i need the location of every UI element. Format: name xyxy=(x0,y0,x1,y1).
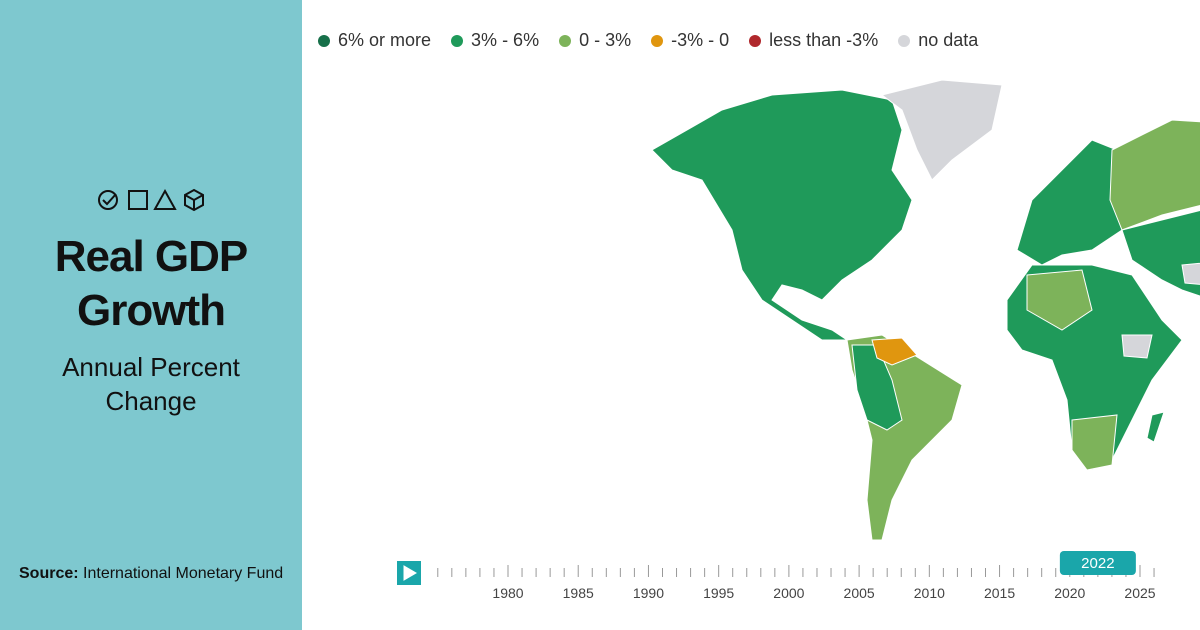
country-region[interactable] xyxy=(1071,414,1118,471)
year-label: 1995 xyxy=(703,585,734,601)
legend-dot xyxy=(451,34,464,47)
country-region[interactable] xyxy=(1016,139,1123,266)
year-label: 2000 xyxy=(773,585,804,601)
source-label: Source: xyxy=(19,565,79,582)
year-label: 1980 xyxy=(492,585,523,601)
legend-label: 6% or more xyxy=(338,30,432,50)
country-region[interactable] xyxy=(1109,115,1200,231)
source-text: International Monetary Fund xyxy=(83,565,284,582)
legend-label: no data xyxy=(918,30,979,50)
country-region[interactable] xyxy=(1026,269,1093,331)
selected-year-badge[interactable] xyxy=(1059,551,1136,575)
country-region[interactable] xyxy=(871,337,918,366)
play-icon xyxy=(403,565,417,581)
year-label: 2025 xyxy=(1124,585,1155,601)
year-label: 2020 xyxy=(1054,585,1085,601)
world-map: 1980 1985 1990 1995 2000 2005 2010 2015 2020 2025… xyxy=(397,79,1200,601)
legend-label: 3% - 6% xyxy=(471,30,540,50)
country-region[interactable] xyxy=(1121,334,1153,359)
year-label: 1990 xyxy=(633,585,664,601)
legend-dot xyxy=(559,34,572,47)
year-label: 2005 xyxy=(844,585,875,601)
legend-label: less than -3% xyxy=(769,30,879,50)
legend-item: less than -3% xyxy=(749,30,878,51)
legend-item: -3% - 0 xyxy=(651,30,729,51)
title: Real GDP Growth xyxy=(54,232,249,335)
country-region[interactable] xyxy=(1121,205,1200,340)
country-region[interactable] xyxy=(1181,262,1200,285)
legend-item: no data xyxy=(898,30,978,51)
legend-item: 0 - 3% xyxy=(559,30,631,51)
legend-dot xyxy=(318,34,330,47)
selected-year: 2022 xyxy=(1081,555,1114,572)
legend: 6% or more 3% - 6% 0 - 3% -3% - 0 less than … xyxy=(318,30,998,51)
legend-label: -3% - 0 xyxy=(671,30,730,50)
legend-dot xyxy=(898,34,911,47)
legend-item: 3% - 6% xyxy=(451,30,539,51)
country-region[interactable] xyxy=(880,79,1003,181)
year-label: 2015 xyxy=(984,585,1015,601)
source: Source: International Monetary Fund xyxy=(19,565,283,583)
legend-item: 6% or more xyxy=(318,30,431,51)
country-region[interactable] xyxy=(651,89,913,341)
icons xyxy=(98,188,204,212)
subtitle: Annual Percent Change xyxy=(62,352,240,416)
year-label: 2010 xyxy=(914,585,945,601)
country-region[interactable] xyxy=(1146,411,1165,443)
legend-dot xyxy=(749,34,762,47)
sidebar: Real GDP Growth Annual Percent Change So… xyxy=(0,0,302,630)
legend-dot xyxy=(651,34,664,47)
year-label: 1985 xyxy=(563,585,594,601)
legend-label: 0 - 3% xyxy=(579,30,632,50)
